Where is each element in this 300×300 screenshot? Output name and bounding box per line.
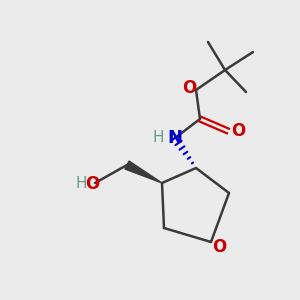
Text: O: O [85, 175, 99, 193]
Text: H: H [75, 176, 87, 191]
Text: O: O [182, 79, 196, 97]
Text: H: H [152, 130, 164, 145]
Text: O: O [212, 238, 226, 256]
Text: N: N [167, 129, 182, 147]
Text: O: O [231, 122, 245, 140]
Polygon shape [125, 161, 162, 183]
